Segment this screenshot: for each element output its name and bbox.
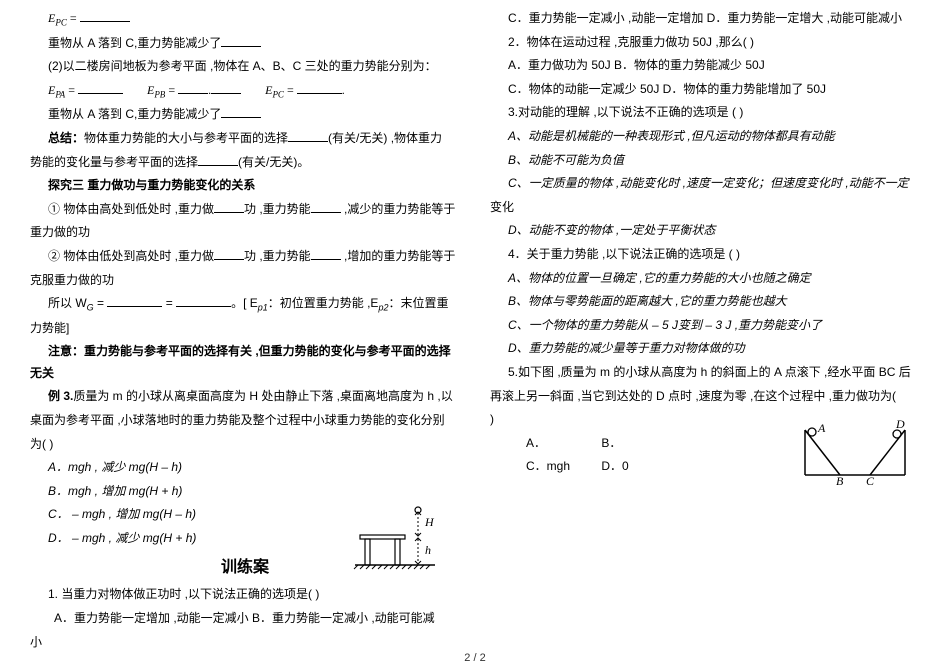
line-3: (2)以二楼房间地板为参考平面 ,物体在 A、B、C 三处的重力势能分别为： <box>30 56 460 78</box>
line-10: 重力做的功 <box>30 222 460 244</box>
opt-a: A．mgh , 减少 mg(H – h) <box>30 457 460 479</box>
label-B: B <box>836 474 844 485</box>
line-6: 总结：物体重力势能的大小与参考平面的选择(有关/无关) ,物体重力 <box>30 128 460 150</box>
line-5: 重物从 A 落到 C,重力势能减少了 <box>30 104 460 126</box>
figure-incline: A B C D <box>800 420 910 485</box>
line-4: EPA = EPB = . EPC = . <box>30 80 460 103</box>
r5: 3.对动能的理解 ,以下说法不正确的选项是 ( ) <box>490 102 920 124</box>
right-column: C．重力势能一定减小 ,动能一定增加 D．重力势能一定增大 ,动能可能减小 2．… <box>490 8 920 664</box>
r4: C．物体的动能一定减少 50J D．物体的重力势能增加了 50J <box>490 79 920 101</box>
r8b: 变化 <box>490 197 920 219</box>
r3: A．重力做功为 50J B．物体的重力势能减少 50J <box>490 55 920 77</box>
label-H: H <box>424 515 435 529</box>
r14: D、重力势能的减少量等于重力对物体做的功 <box>490 338 920 360</box>
page-number: 2 / 2 <box>464 652 485 664</box>
r11: A、物体的位置一旦确定 ,它的重力势能的大小也随之确定 <box>490 268 920 290</box>
r10: 4．关于重力势能 ,以下说法正确的选项是 ( ) <box>490 244 920 266</box>
line-11: ② 物体由低处到高处时 ,重力做功 ,重力势能 ,增加的重力势能等于 <box>30 246 460 268</box>
label-h: h <box>425 543 431 557</box>
label-A: A <box>817 421 826 435</box>
ex3-line3: 为( ) <box>30 434 460 456</box>
note-line: 注意：重力势能与参考平面的选择有关 ,但重力势能的变化与参考平面的选择无关 <box>30 341 460 384</box>
q1-opts: A．重力势能一定增加 ,动能一定减小 B．重力势能一定减小 ,动能可能减 <box>30 608 460 630</box>
q1-opts-2: 小 <box>30 632 460 654</box>
q1: 1. 当重力对物体做正功时 ,以下说法正确的选项是( ) <box>30 584 460 606</box>
r2: 2．物体在运动过程 ,克服重力做功 50J ,那么( ) <box>490 32 920 54</box>
line-13: 所以 WG = = 。[ Ep1：初位置重力势能 ,Ep2：末位置重 <box>30 293 460 316</box>
r13: C、一个物体的重力势能从 – 5 J变到 – 3 J ,重力势能变小了 <box>490 315 920 337</box>
line-7: 势能的变化量与参考平面的选择(有关/无关)。 <box>30 152 460 174</box>
line-2: 重物从 A 落到 C,重力势能减少了 <box>30 33 460 55</box>
figure-table: H h <box>350 500 440 570</box>
ex3-line1: 例 3.质量为 m 的小球从离桌面高度为 H 处由静止下落 ,桌面离地高度为 h… <box>30 386 460 408</box>
line-9: ① 物体由高处到低处时 ,重力做功 ,重力势能 ,减少的重力势能等于 <box>30 199 460 221</box>
ex3-line2: 桌面为参考平面 ,小球落地时的重力势能及整个过程中小球重力势能的变化分别 <box>30 410 460 432</box>
r15b: 再滚上另一斜面 ,当它到达处的 D 点时 ,速度为零 ,在这个过程中 ,重力做功… <box>490 386 920 408</box>
incline-diagram-icon: A B C D <box>800 420 910 485</box>
r1: C．重力势能一定减小 ,动能一定增加 D．重力势能一定增大 ,动能可能减小 <box>490 8 920 30</box>
r9: D、动能不变的物体 ,一定处于平衡状态 <box>490 220 920 242</box>
line-14: 力势能] <box>30 318 460 340</box>
label-D: D <box>895 420 905 431</box>
heading-3: 探究三 重力做功与重力势能变化的关系 <box>30 175 460 197</box>
line-12: 克服重力做的功 <box>30 270 460 292</box>
r12: B、物体与零势能面的距离越大 ,它的重力势能也越大 <box>490 291 920 313</box>
epc-line: EPC = <box>30 8 460 31</box>
r15: 5.如下图 ,质量为 m 的小球从高度为 h 的斜面上的 A 点滚下 ,经水平面… <box>490 362 920 384</box>
r7: B、动能不可能为负值 <box>490 150 920 172</box>
table-diagram-icon: H h <box>350 500 440 570</box>
r8: C、一定质量的物体 ,动能变化时 ,速度一定变化；但速度变化时 ,动能不一定 <box>490 173 920 195</box>
label-C: C <box>866 474 875 485</box>
r6: A、动能是机械能的一种表现形式 ,但凡运动的物体都具有动能 <box>490 126 920 148</box>
